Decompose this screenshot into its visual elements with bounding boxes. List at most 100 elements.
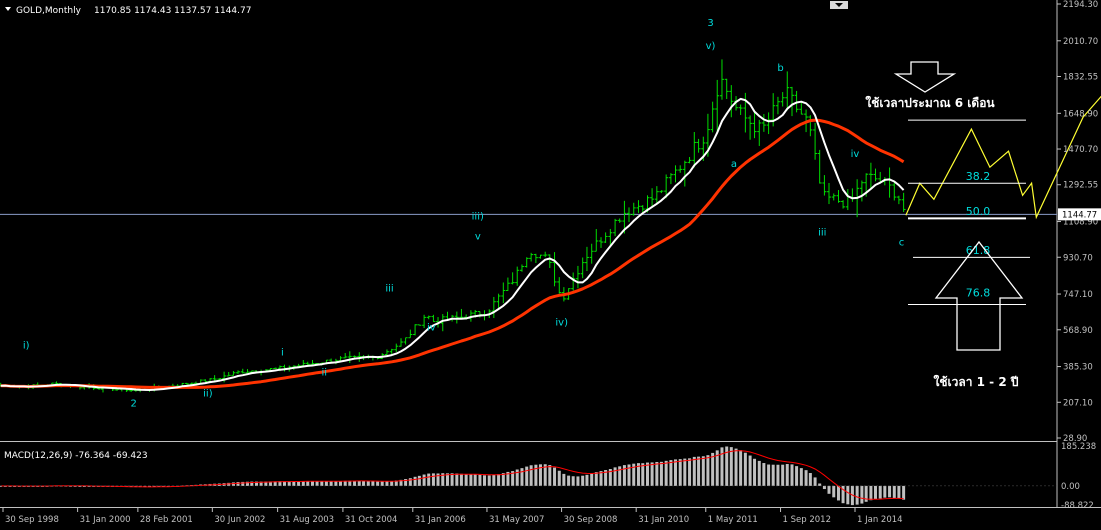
ohlc-bar: [761, 114, 766, 132]
macd-histogram-bar: [538, 464, 542, 486]
macd-histogram-bar: [869, 485, 873, 501]
macd-histogram-bar: [748, 455, 752, 486]
ohlc-bar: [347, 351, 352, 363]
ohlc-bar: [426, 315, 431, 320]
ohlc-bar: [873, 168, 878, 182]
ohlc-bar: [617, 218, 622, 223]
macd-histogram-bar: [883, 485, 887, 498]
macd-histogram-bar: [725, 446, 729, 486]
macd-histogram-bar: [790, 464, 794, 486]
macd-histogram-bar: [245, 481, 249, 486]
ohlc-bar: [724, 78, 729, 99]
ohlc-bar: [203, 379, 208, 383]
macd-histogram-bar: [376, 481, 380, 486]
ohlc-bar: [664, 174, 669, 199]
macd-histogram-bar: [873, 485, 877, 500]
macd-histogram-bar: [846, 485, 850, 505]
ohlc-bar: [896, 195, 901, 205]
ohlc-bar: [668, 173, 673, 185]
ohlc-bar: [417, 324, 422, 326]
ohlc-bar: [505, 277, 510, 291]
macd-histogram-bar: [804, 470, 808, 486]
macd-histogram-bar: [399, 479, 403, 486]
ohlc-bar: [845, 189, 850, 211]
ohlc-bar: [859, 180, 864, 202]
price-tick-label: 568.90: [1063, 326, 1093, 336]
ohlc-bar: [329, 358, 334, 363]
wave-label: iii: [385, 283, 393, 294]
wave-label: iii): [472, 211, 484, 222]
macd-histogram-bar: [799, 468, 803, 486]
ohlc-bar: [827, 182, 832, 205]
macd-histogram-bar: [888, 485, 892, 498]
macd-histogram-bar: [450, 473, 454, 486]
macd-histogram-bar: [608, 469, 612, 486]
ohlc-bar: [589, 243, 594, 264]
ohlc-bar: [892, 182, 897, 201]
macd-histogram-bar: [446, 473, 450, 486]
symbol-label: GOLD,Monthly: [16, 6, 82, 16]
time-tick-label: 1 Jan 2014: [857, 515, 903, 525]
current-price-badge: [1058, 208, 1101, 221]
ohlc-bar: [850, 188, 855, 202]
macd-pane: 185.238 0.00 -88.822: [0, 442, 1096, 511]
macd-histogram-bar: [678, 459, 682, 486]
macd-histogram-bar: [73, 485, 77, 487]
price-tick-label: 207.10: [1063, 398, 1093, 408]
ohlc-bar: [552, 252, 557, 287]
ohlc-bar: [226, 372, 231, 377]
time-tick-label: 31 Jan 2000: [80, 515, 131, 525]
macd-histogram-bar: [385, 481, 389, 486]
ohlc-bar: [501, 282, 506, 304]
wave-label: 3: [707, 18, 713, 29]
ohlc-bar: [659, 190, 664, 194]
ohlc-bar: [440, 314, 445, 332]
macd-histogram-bar: [436, 473, 440, 486]
macd-histogram-bar: [520, 468, 524, 486]
macd-histogram-bar: [892, 485, 896, 498]
macd-histogram-bar: [767, 464, 771, 486]
macd-histogram-bar: [720, 447, 724, 486]
macd-histogram-bar: [655, 461, 659, 486]
collapse-triangle-icon[interactable]: [5, 7, 11, 11]
ohlc-bar: [357, 352, 362, 362]
macd-histogram-bar: [622, 465, 626, 486]
macd-histogram-bar: [562, 473, 566, 486]
macd-histogram-bar: [292, 481, 296, 486]
macd-histogram-bar: [557, 470, 561, 486]
macd-histogram-bar: [688, 458, 692, 486]
macd-histogram-bar: [711, 452, 715, 486]
macd-histogram-bar: [315, 481, 319, 486]
ohlc-bar: [748, 115, 753, 140]
macd-histogram-bar: [553, 467, 557, 486]
macd-histogram-bar: [422, 474, 426, 486]
macd-histogram-bar: [902, 485, 906, 500]
wave-label: v: [475, 231, 481, 242]
price-tick-label: 28.90: [1063, 434, 1087, 444]
ohlc-bar: [640, 205, 645, 213]
ohlc-bar: [529, 252, 534, 262]
macd-histogram-bar: [320, 481, 324, 486]
wave-label: a: [731, 159, 737, 170]
time-tick-label: 31 Oct 2004: [345, 515, 398, 525]
macd-histogram-bar: [771, 464, 775, 486]
price-tick-label: 747.10: [1063, 290, 1093, 300]
ohlc-bar: [557, 277, 562, 294]
macd-histogram-bar: [534, 464, 538, 486]
macd-histogram-bar: [548, 465, 552, 486]
ohlc-bar: [678, 165, 683, 173]
macd-histogram-bar: [483, 475, 487, 486]
macd-histogram-bar: [431, 473, 435, 486]
ohlc-bar: [599, 237, 604, 248]
macd-histogram-bar: [860, 485, 864, 504]
macd-histogram-bar: [659, 461, 663, 486]
macd-histogram-bar: [739, 450, 743, 486]
wave-label: iv: [851, 149, 860, 160]
macd-histogram-bar: [515, 469, 519, 486]
wave-label: iii: [818, 227, 826, 238]
ohlc-bar: [343, 353, 348, 359]
time-tick-label: 1 May 2011: [708, 515, 758, 525]
ohlc-bar: [901, 192, 906, 212]
ohlc-bar: [538, 254, 543, 259]
